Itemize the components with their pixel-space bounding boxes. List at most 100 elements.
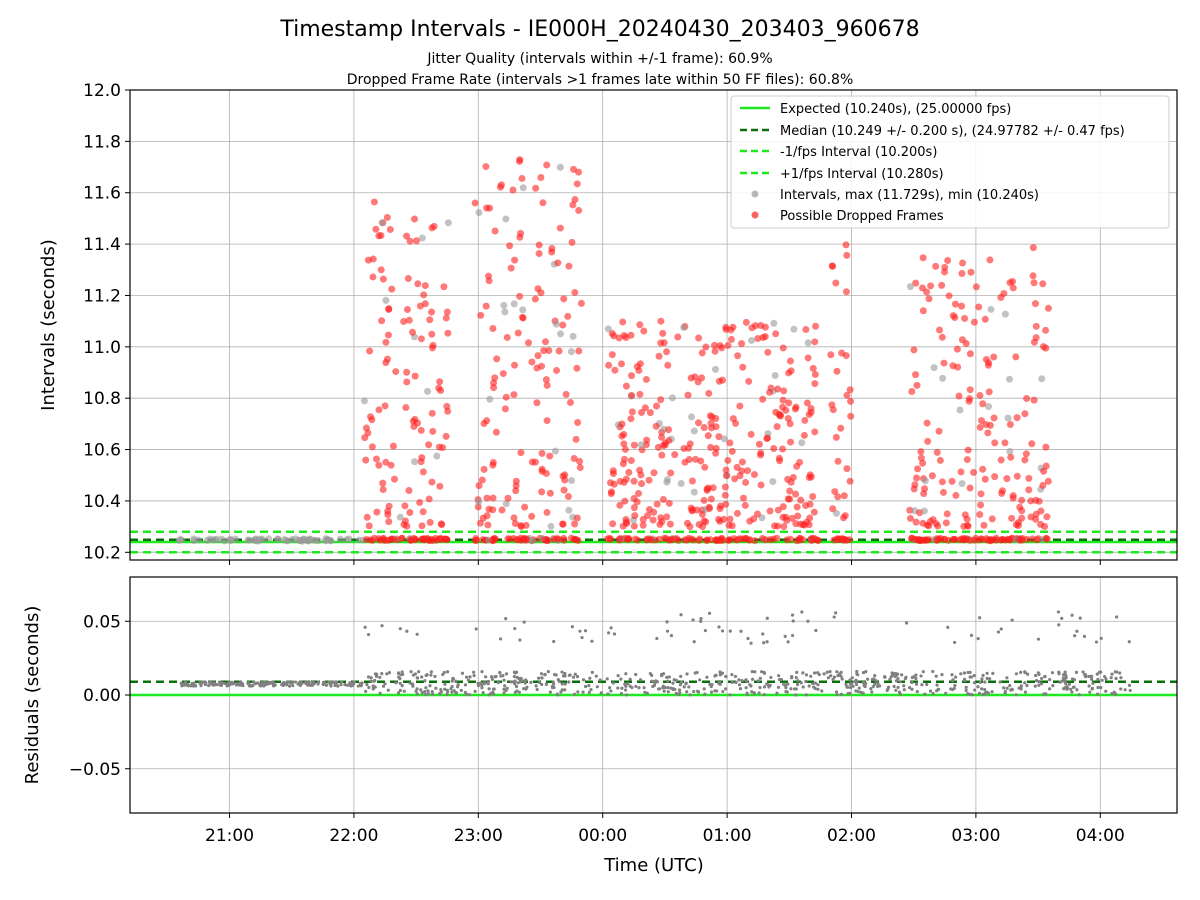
interval-point xyxy=(921,477,929,485)
dropped-frame-point xyxy=(361,434,369,442)
interval-point xyxy=(939,374,947,382)
residual-point xyxy=(762,670,766,675)
dropped-frame-point xyxy=(963,456,971,464)
interval-point xyxy=(790,325,798,333)
residual-point xyxy=(840,677,844,681)
dropped-frame-point xyxy=(1042,326,1050,334)
dropped-frame-point xyxy=(428,478,436,486)
interval-point xyxy=(770,319,778,327)
legend-entry-plus-fps: +1/fps Interval (10.280s) xyxy=(740,167,944,182)
dropped-frame-point xyxy=(724,342,732,350)
residual-point xyxy=(791,619,795,623)
dropped-frame-point xyxy=(479,536,487,544)
interval-point xyxy=(804,339,812,347)
residual-point xyxy=(304,681,308,685)
residual-point xyxy=(728,629,732,633)
dropped-frame-point xyxy=(537,173,545,181)
interval-point xyxy=(712,365,720,373)
dropped-frame-point xyxy=(518,174,526,182)
dropped-frame-point xyxy=(970,468,978,476)
interval-point xyxy=(637,441,645,449)
legend-entry-median: Median (10.249 +/- 0.200 s), (24.97782 +… xyxy=(740,124,1125,139)
residual-point xyxy=(536,676,541,680)
dropped-frame-point xyxy=(806,500,814,508)
dropped-frame-point xyxy=(753,510,761,518)
dropped-frame-point xyxy=(797,496,805,504)
dropped-frame-point xyxy=(998,487,1006,495)
residual-point xyxy=(451,676,455,681)
residual-point xyxy=(850,676,854,680)
dropped-frame-point xyxy=(442,314,450,322)
residual-point xyxy=(1033,684,1037,688)
residual-point xyxy=(777,674,781,678)
residual-point xyxy=(925,682,929,687)
dropped-frame-point xyxy=(779,503,787,511)
residual-point xyxy=(328,682,332,686)
dropped-frame-point xyxy=(426,518,434,526)
dropped-frame-point xyxy=(754,334,762,342)
dropped-frame-point xyxy=(829,505,837,513)
residual-point xyxy=(677,688,682,692)
legend-label-intervals: Intervals, max (11.729s), min (10.240s) xyxy=(780,188,1039,203)
dropped-frame-point xyxy=(688,477,696,485)
residual-point xyxy=(409,670,413,674)
dropped-frame-point xyxy=(522,521,530,529)
y-tick-label: 10.4 xyxy=(83,492,121,512)
dropped-frame-point xyxy=(840,492,848,500)
dropped-frame-point xyxy=(574,418,582,426)
residual-point xyxy=(251,683,255,688)
residual-point xyxy=(737,678,741,682)
dropped-frame-point xyxy=(811,370,819,378)
residual-point xyxy=(758,685,762,690)
dropped-frame-point xyxy=(786,420,794,428)
residual-point xyxy=(940,673,944,677)
dropped-frame-point xyxy=(943,510,951,518)
dropped-frame-point xyxy=(565,262,573,270)
legend-label-expected: Expected (10.240s), (25.00000 fps) xyxy=(780,102,1011,117)
dropped-frame-point xyxy=(533,399,541,407)
dropped-frame-point xyxy=(960,522,968,530)
residual-point xyxy=(980,687,984,691)
residual-point xyxy=(365,682,369,687)
dropped-frame-point xyxy=(627,457,635,465)
dropped-frame-point xyxy=(418,535,426,543)
residual-point xyxy=(340,680,344,684)
residual-point xyxy=(950,673,954,677)
residual-point xyxy=(580,635,584,640)
residual-point xyxy=(473,689,477,693)
residual-point xyxy=(935,689,939,693)
dropped-frame-point xyxy=(933,448,941,456)
dropped-frame-point xyxy=(809,493,817,501)
residual-point xyxy=(1073,634,1077,638)
residual-point xyxy=(524,678,528,682)
intervals-scatter xyxy=(175,156,1052,545)
residual-point xyxy=(874,679,878,683)
residual-point xyxy=(750,669,754,674)
dropped-frame-point xyxy=(407,536,415,544)
dropped-frame-point xyxy=(748,324,756,332)
dropped-frame-point xyxy=(1008,514,1016,522)
residual-point xyxy=(776,685,781,689)
dropped-frame-point xyxy=(976,511,984,519)
interval-point xyxy=(500,301,508,309)
dropped-frame-point xyxy=(369,273,377,281)
residual-point xyxy=(587,684,591,688)
dropped-frame-point xyxy=(788,514,796,522)
residual-point xyxy=(1026,672,1030,676)
residual-point xyxy=(792,687,797,691)
dropped-frame-point xyxy=(624,536,632,544)
residual-point xyxy=(211,681,215,685)
residual-point xyxy=(628,684,632,688)
dropped-frame-point xyxy=(511,519,519,527)
residual-point xyxy=(606,631,611,635)
residual-point xyxy=(567,680,571,684)
dropped-frame-point xyxy=(485,505,493,513)
residual-point xyxy=(804,693,808,697)
dropped-frame-point xyxy=(686,523,694,531)
residual-point xyxy=(914,682,919,686)
residual-point xyxy=(783,683,787,687)
residual-point xyxy=(514,684,519,689)
residual-point xyxy=(324,683,328,687)
dropped-frame-point xyxy=(976,423,984,431)
residual-point xyxy=(863,684,867,689)
